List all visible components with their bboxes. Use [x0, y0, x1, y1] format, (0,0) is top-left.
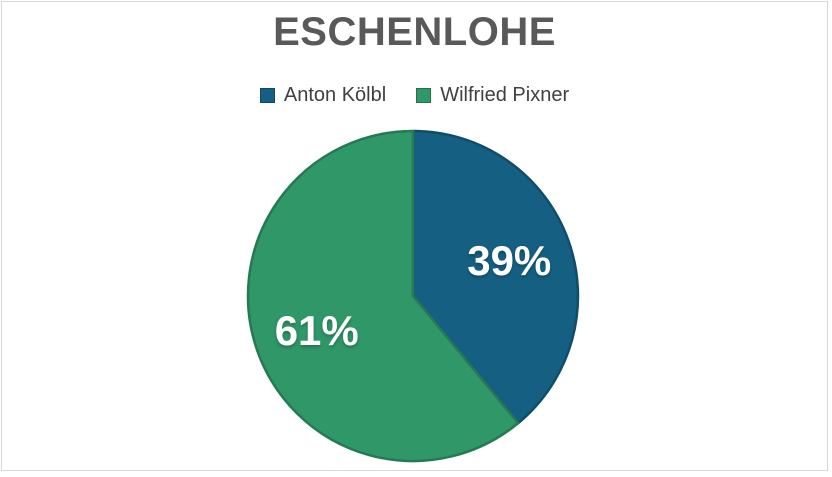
chart-frame: ESCHENLOHE Anton Kölbl Wilfried Pixner 3… — [1, 1, 828, 471]
chart-title: ESCHENLOHE — [273, 10, 556, 54]
legend-swatch — [259, 87, 275, 103]
pie-svg — [246, 129, 580, 463]
legend-label: Anton Kölbl — [283, 84, 387, 106]
legend-swatch — [416, 87, 432, 103]
legend-label: Wilfried Pixner — [440, 84, 570, 106]
legend: Anton Kölbl Wilfried Pixner — [2, 84, 827, 106]
legend-item-anton-kolbl: Anton Kölbl — [259, 84, 387, 106]
pie-chart: 39% 61% — [233, 116, 593, 476]
pie-slice-1 — [246, 129, 520, 463]
legend-item-wilfried-pixner: Wilfried Pixner — [416, 84, 569, 106]
pie-slice-0 — [411, 129, 580, 425]
